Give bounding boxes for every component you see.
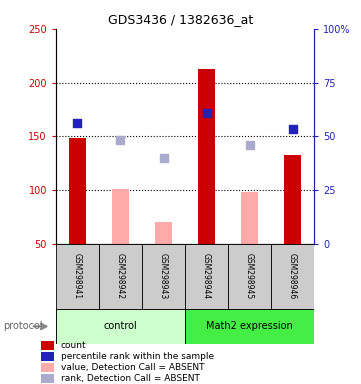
Bar <box>155 222 172 244</box>
Bar <box>41 362 54 372</box>
Bar <box>198 69 215 244</box>
Bar <box>241 192 258 244</box>
Bar <box>69 139 86 244</box>
Text: Math2 expression: Math2 expression <box>206 321 293 331</box>
Point <box>290 126 295 132</box>
Bar <box>56 309 185 344</box>
Bar <box>142 244 185 309</box>
Bar <box>41 374 54 383</box>
Text: value, Detection Call = ABSENT: value, Detection Call = ABSENT <box>61 363 204 372</box>
Text: GDS3436 / 1382636_at: GDS3436 / 1382636_at <box>108 13 253 26</box>
Bar <box>99 244 142 309</box>
Text: protocol: protocol <box>4 321 43 331</box>
Bar <box>112 189 129 244</box>
Text: control: control <box>104 321 137 331</box>
Text: GSM298942: GSM298942 <box>116 253 125 300</box>
Bar <box>56 244 99 309</box>
Text: rank, Detection Call = ABSENT: rank, Detection Call = ABSENT <box>61 374 199 383</box>
Text: GSM298941: GSM298941 <box>73 253 82 300</box>
Bar <box>185 244 228 309</box>
Text: GSM298946: GSM298946 <box>288 253 297 300</box>
Bar <box>41 351 54 361</box>
Text: count: count <box>61 341 86 350</box>
Text: GSM298945: GSM298945 <box>245 253 254 300</box>
Text: GSM298944: GSM298944 <box>202 253 211 300</box>
Point <box>247 142 252 148</box>
Bar <box>41 341 54 350</box>
Point <box>75 120 81 126</box>
Bar <box>185 309 314 344</box>
Bar <box>271 244 314 309</box>
Point <box>161 155 166 161</box>
Text: GSM298943: GSM298943 <box>159 253 168 300</box>
Point <box>118 136 123 142</box>
Bar <box>284 155 301 244</box>
Point <box>204 109 209 116</box>
Text: percentile rank within the sample: percentile rank within the sample <box>61 352 214 361</box>
Bar <box>228 244 271 309</box>
